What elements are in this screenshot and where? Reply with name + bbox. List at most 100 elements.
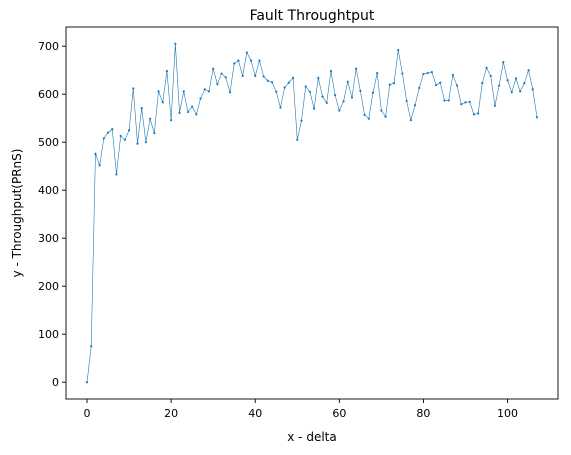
data-point [371,91,375,94]
data-point [291,76,295,79]
data-point [186,110,190,114]
data-point [325,101,328,104]
x-tick-label: 100 [497,407,518,420]
data-point [350,96,354,99]
data-point [397,48,400,52]
x-axis-label: x - delta [287,430,336,444]
data-point [313,107,316,110]
data-point [300,119,303,122]
data-point [418,86,421,90]
data-point [136,142,139,145]
data-point [434,83,438,87]
data-point [401,72,404,75]
data-point [207,90,211,93]
x-tick-label: 60 [332,407,346,420]
data-point [464,101,467,104]
data-point [237,59,240,62]
data-point [98,164,101,167]
data-point [212,67,215,70]
y-tick-label: 300 [38,232,59,245]
data-point [384,115,387,118]
data-point [304,85,307,88]
data-point [321,95,324,98]
data-point [195,113,198,116]
data-point [510,91,513,94]
y-tick-label: 200 [38,280,59,293]
data-point [161,101,164,104]
data-point [178,111,181,115]
data-point [430,71,433,74]
data-point [262,75,265,78]
data-point [338,109,341,112]
y-tick-label: 100 [38,328,59,341]
data-point [413,104,417,107]
x-tick-label: 20 [164,407,178,420]
y-axis-label: y - Throughput(PRnS) [10,149,24,278]
data-point [329,70,333,73]
y-tick-label: 600 [38,88,59,101]
data-point [119,134,122,138]
data-point [468,100,471,103]
data-point [266,79,269,82]
data-point [216,83,219,86]
plot-frame [65,26,559,400]
data-point [472,113,475,116]
data-point [165,70,169,73]
data-point [380,109,383,112]
data-point [355,67,358,70]
data-point [287,81,290,84]
data-point [409,119,412,122]
y-tick-label: 700 [38,40,59,53]
data-point [527,69,530,72]
data-point [334,94,337,97]
data-point [451,73,454,77]
x-tick-label: 40 [248,407,262,420]
data-point [485,66,488,69]
data-point [405,99,408,103]
data-point [506,79,509,82]
data-point [514,77,518,80]
data-point [376,71,379,75]
data-point [245,51,248,54]
data-point [388,83,391,86]
data-point [182,90,185,93]
data-point [392,82,396,85]
data-point [127,129,131,132]
data-point [170,119,173,122]
data-point [94,152,97,155]
data-point [254,74,257,78]
data-point [493,104,497,107]
x-tick-label: 0 [84,407,91,420]
data-point [443,99,446,102]
data-point [275,90,278,93]
data-point [132,87,135,90]
plot-area [85,42,539,384]
data-point [283,86,286,89]
data-point [153,131,156,135]
data-point [460,103,463,106]
axis-ticks: 0 20 40 60 80 100 0 100 200 300 400 500 600 700 [38,40,518,420]
data-point [241,74,244,78]
data-point [296,138,299,141]
data-point [106,131,110,134]
data-point [346,80,349,83]
data-point [477,112,480,115]
y-tick-label: 0 [52,376,59,389]
data-point [426,71,429,75]
data-point [308,90,311,93]
data-point [157,90,160,93]
data-point [531,88,534,91]
data-point [149,117,152,120]
data-point [342,100,345,103]
data-point [191,105,194,108]
data-point [228,91,232,94]
data-point [359,89,362,92]
data-point [102,137,105,140]
y-tick-label: 400 [38,184,59,197]
data-point [85,381,89,384]
data-point [140,107,143,110]
data-point [367,117,370,120]
data-point [422,72,425,76]
data-point [363,113,366,116]
